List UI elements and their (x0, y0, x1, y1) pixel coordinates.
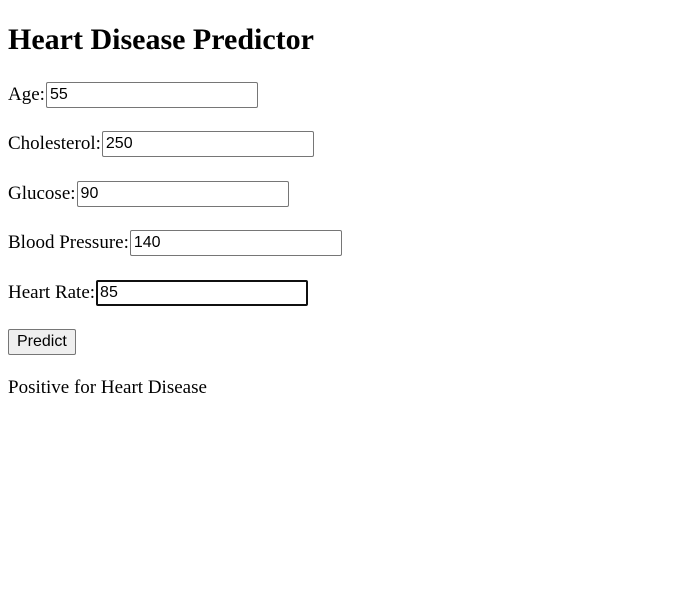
predict-button[interactable]: Predict (8, 329, 76, 355)
blood-pressure-input[interactable] (129, 230, 342, 256)
age-input[interactable] (45, 82, 258, 108)
age-label: Age: (8, 84, 45, 105)
glucose-row: Glucose: (8, 181, 289, 207)
heart-rate-label: Heart Rate: (8, 282, 96, 303)
glucose-label: Glucose: (8, 183, 76, 204)
cholesterol-input[interactable] (101, 131, 314, 157)
cholesterol-label: Cholesterol: (8, 133, 101, 154)
blood-pressure-label: Blood Pressure: (8, 232, 129, 253)
heart-rate-input[interactable] (96, 280, 309, 306)
heart-rate-row: Heart Rate: (8, 280, 309, 306)
age-row: Age: (8, 82, 258, 108)
page-title: Heart Disease Predictor (8, 23, 314, 56)
cholesterol-row: Cholesterol: (8, 131, 314, 157)
glucose-input[interactable] (76, 181, 289, 207)
prediction-result: Positive for Heart Disease (8, 377, 207, 398)
blood-pressure-row: Blood Pressure: (8, 230, 342, 256)
